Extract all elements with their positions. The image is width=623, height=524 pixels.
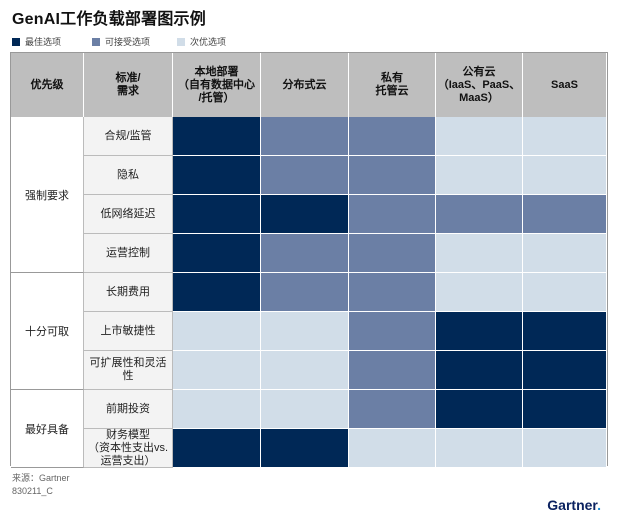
legend-swatch-acceptable [92,38,100,46]
rating-cell [173,351,261,390]
header-option: 本地部署 （自有数据中心/托管） [173,53,261,117]
gartner-logo-text: Gartner [547,497,598,513]
figure-id: 830211_C [12,486,53,496]
legend-swatch-suboptimal [177,38,185,46]
header-option-label: SaaS [551,78,578,91]
rating-cell [523,195,607,234]
header-option: 私有 托管云 [349,53,436,117]
rating-cell [523,156,607,195]
header-priority: 优先级 [11,53,84,117]
requirement-label: 可扩展性和灵活性 [84,351,173,390]
rating-cell [261,117,349,156]
gartner-logo-dot: . [597,497,601,513]
requirement-label: 合规/监管 [84,117,173,156]
source-note: 来源：Gartner [12,473,70,483]
rating-cell [261,351,349,390]
requirement-label-text: 运营控制 [106,246,150,259]
priority-group: 最好具备 [11,390,84,468]
rating-cell [349,117,436,156]
legend-swatch-best [12,38,20,46]
rating-cell [173,156,261,195]
header-option-label: 本地部署 （自有数据中心/托管） [178,65,255,104]
rating-cell [349,312,436,351]
priority-group-label: 十分可取 [25,326,69,338]
requirement-label-text: 财务模型 （资本性支出vs. 运营支出） [87,428,169,467]
header-option: 公有云 （IaaS、PaaS、 MaaS） [436,53,523,117]
rating-cell [261,312,349,351]
header-option-label: 公有云 （IaaS、PaaS、 MaaS） [437,65,521,104]
rating-cell [173,117,261,156]
legend-item-acceptable: 可接受选项 [92,35,150,48]
rating-cell [261,156,349,195]
requirement-label-text: 可扩展性和灵活性 [89,357,167,382]
rating-cell [523,312,607,351]
rating-cell [261,390,349,429]
header-standard: 标准/需求 [84,53,173,117]
requirement-label: 上市敏捷性 [84,312,173,351]
rating-cell [349,273,436,312]
requirement-label: 前期投资 [84,390,173,429]
rating-cell [523,273,607,312]
legend-item-suboptimal: 次优选项 [177,35,226,48]
rating-cell [436,117,523,156]
rating-cell [523,234,607,273]
rating-cell [523,390,607,429]
rating-cell [173,312,261,351]
requirement-label-text: 长期费用 [106,285,150,298]
requirement-label: 隐私 [84,156,173,195]
requirement-label-text: 合规/监管 [104,129,152,142]
gartner-logo: Gartner. [547,497,601,513]
rating-cell [436,390,523,429]
requirement-label: 低网络延迟 [84,195,173,234]
header-priority-label: 优先级 [30,78,64,91]
rating-cell [261,429,349,468]
rating-cell [261,273,349,312]
rating-cell [436,156,523,195]
rating-cell [436,312,523,351]
priority-group-label: 最好具备 [25,423,69,436]
legend-item-best: 最佳选项 [12,35,61,48]
rating-cell [173,195,261,234]
rating-cell [436,234,523,273]
rating-cell [349,234,436,273]
header-option-label: 分布式云 [282,78,327,91]
rating-cell [349,156,436,195]
rating-cell [436,273,523,312]
rating-cell [261,234,349,273]
rating-cell [349,429,436,468]
rating-cell [349,390,436,429]
requirement-label-text: 上市敏捷性 [100,324,156,337]
requirement-label: 运营控制 [84,234,173,273]
requirement-label: 长期费用 [84,273,173,312]
rating-cell [436,195,523,234]
deployment-matrix-table: 优先级 标准/需求 本地部署 （自有数据中心/托管） 分布式云 私有 托管云 公有云 （IaaS… [10,52,608,468]
priority-group: 十分可取 [11,273,84,390]
header-option: SaaS [523,53,607,117]
rating-cell [523,117,607,156]
header-option: 分布式云 [261,53,349,117]
rating-cell [173,429,261,468]
legend-label: 次优选项 [190,37,227,47]
legend-label: 最佳选项 [25,37,62,47]
rating-cell [349,195,436,234]
rating-cell [523,429,607,468]
rating-cell [436,429,523,468]
rating-cell [173,234,261,273]
rating-cell [523,351,607,390]
rating-cell [173,390,261,429]
requirement-label: 财务模型 （资本性支出vs. 运营支出） [84,429,173,468]
rating-cell [261,195,349,234]
priority-group: 强制要求 [11,117,84,273]
rating-cell [436,351,523,390]
legend-label: 可接受选项 [105,37,151,47]
rating-cell [349,351,436,390]
page-title: GenAI工作负载部署图示例 [12,11,206,28]
requirement-label-text: 低网络延迟 [100,207,156,220]
header-standard-label: 标准/需求 [115,72,141,97]
requirement-label-text: 隐私 [117,168,139,181]
rating-cell [173,273,261,312]
priority-group-label: 强制要求 [25,189,69,202]
requirement-label-text: 前期投资 [106,402,150,415]
header-option-label: 私有 托管云 [375,72,409,97]
